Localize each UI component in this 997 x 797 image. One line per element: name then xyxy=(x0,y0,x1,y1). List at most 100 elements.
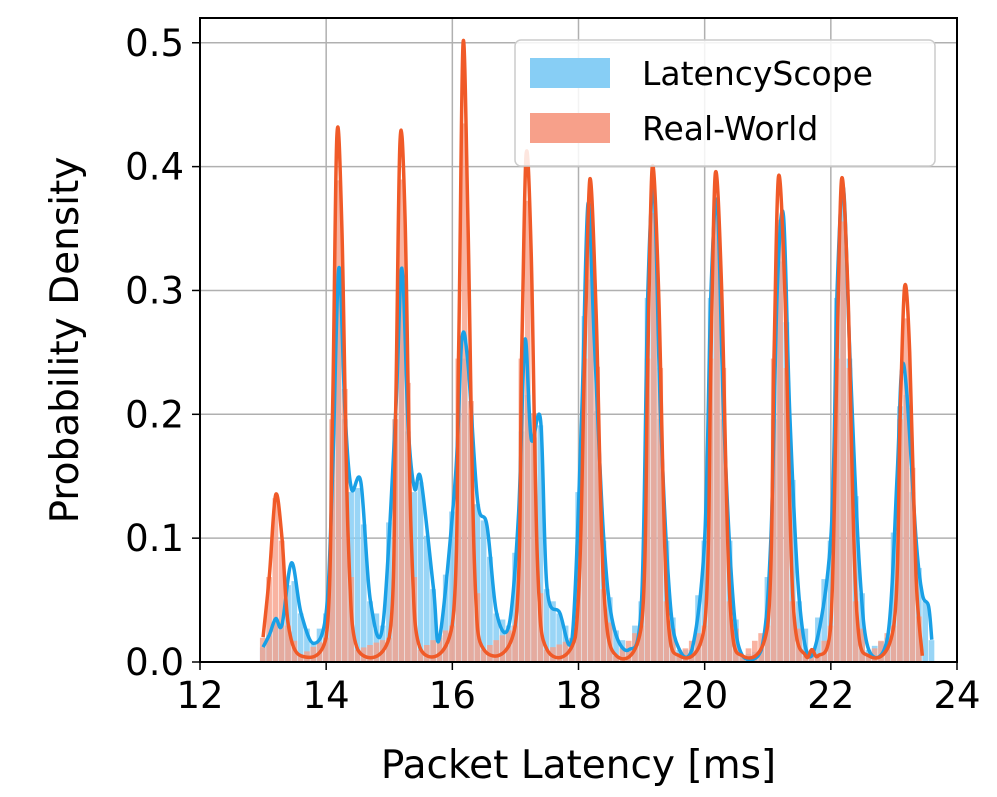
histogram-bar xyxy=(323,637,329,662)
histogram-bar xyxy=(928,640,935,662)
histogram-bar xyxy=(341,388,348,662)
histogram-bar xyxy=(430,589,436,662)
histogram-bar xyxy=(663,601,670,662)
histogram-bar xyxy=(543,589,550,662)
histogram-bar xyxy=(461,123,468,662)
histogram-bar xyxy=(367,601,373,662)
histogram-bar xyxy=(770,358,777,662)
histogram-bar xyxy=(524,200,531,662)
histogram-bar xyxy=(405,382,411,662)
histogram-bar xyxy=(897,419,903,662)
histogram-bar xyxy=(468,401,474,662)
histogram-bar xyxy=(556,613,563,662)
histogram-bar xyxy=(531,413,537,662)
axis-ticks: 12 14 16 18 20 22 24 0.0 0.1 0.2 0.3 0.4 0.5 xyxy=(125,22,980,717)
histogram-bar xyxy=(487,556,493,662)
histogram-bar xyxy=(499,635,506,662)
histogram-bar xyxy=(707,358,714,662)
histogram-bar xyxy=(436,635,443,662)
histogram-bar xyxy=(878,640,884,662)
histogram-bar xyxy=(701,540,708,662)
histogram-bar xyxy=(777,219,783,662)
histogram-bar xyxy=(726,601,733,662)
histogram-bar xyxy=(676,655,682,662)
histogram-bar xyxy=(550,601,556,662)
histogram-bar xyxy=(373,613,380,662)
histogram-bar xyxy=(310,646,317,662)
histogram-bar xyxy=(291,581,298,662)
histogram-bar xyxy=(581,358,588,662)
histogram-bar xyxy=(512,552,518,662)
histogram-bar xyxy=(417,649,424,662)
y-tick-label: 0.0 xyxy=(125,641,184,684)
histogram-bar xyxy=(423,535,430,662)
histogram-bar xyxy=(266,577,272,662)
histogram-bar xyxy=(304,628,310,662)
histogram-bar xyxy=(619,648,626,662)
histogram-bar xyxy=(821,579,828,662)
histogram-bar xyxy=(386,522,392,662)
histogram-bar xyxy=(682,648,689,662)
kde-lines xyxy=(261,38,934,662)
histogram-bar xyxy=(815,655,821,662)
x-tick-label: 14 xyxy=(303,674,350,717)
legend-swatch-real-world xyxy=(530,113,610,143)
legend-swatch-latencyscope xyxy=(530,58,610,88)
histogram-bar xyxy=(613,630,619,662)
histogram-bar xyxy=(423,645,430,662)
y-tick-label: 0.3 xyxy=(125,269,184,312)
histogram-bar xyxy=(644,358,651,662)
histogram-bar xyxy=(871,648,878,662)
histogram-bar xyxy=(865,655,872,662)
histogram-bar xyxy=(852,601,859,662)
histogram-bar xyxy=(493,640,500,662)
histogram-bar xyxy=(442,574,449,662)
histogram-bar xyxy=(259,637,266,662)
histogram-bar xyxy=(651,212,657,663)
histogram-bar xyxy=(846,367,853,662)
histogram-bar xyxy=(890,532,897,662)
histogram-bar xyxy=(600,589,607,662)
histogram-bar xyxy=(922,601,929,662)
legend-label-latencyscope: LatencyScope xyxy=(642,54,873,93)
x-tick-label: 16 xyxy=(429,674,476,717)
histogram-bar xyxy=(714,217,720,662)
y-axis-title: Probability Density xyxy=(43,157,88,524)
histogram-bar xyxy=(751,640,758,662)
histogram-bar xyxy=(272,498,279,662)
histogram-bar xyxy=(543,649,550,662)
histogram-bar xyxy=(594,366,600,662)
x-tick-label: 12 xyxy=(176,674,223,717)
y-tick-label: 0.4 xyxy=(125,146,184,189)
histogram-bar xyxy=(480,520,487,662)
histogram-bar xyxy=(562,641,569,662)
y-tick-label: 0.1 xyxy=(125,517,184,560)
histogram-bar xyxy=(802,655,809,662)
x-tick-label: 22 xyxy=(807,674,854,717)
y-tick-label: 0.2 xyxy=(125,393,184,436)
histogram-bar xyxy=(657,367,664,662)
histogram-bar xyxy=(909,467,916,662)
histogram-bar xyxy=(669,628,676,662)
legend-box xyxy=(514,39,936,167)
histogram-bar xyxy=(373,642,380,662)
histogram-bar xyxy=(367,645,373,662)
histogram-bar xyxy=(354,649,361,662)
histogram-bar xyxy=(840,221,847,662)
histogram-bar xyxy=(417,482,424,662)
histogram-bar xyxy=(449,511,455,662)
x-tick-label: 24 xyxy=(933,674,980,717)
histogram-bar xyxy=(903,318,910,662)
histogram-bar xyxy=(720,367,727,662)
histogram-bar xyxy=(695,595,701,662)
histogram-bar xyxy=(827,625,834,662)
x-tick-label: 18 xyxy=(555,674,602,717)
histogram-bar xyxy=(480,649,487,662)
histogram-bar xyxy=(398,179,405,662)
histogram-bar xyxy=(278,540,285,662)
histogram-bar xyxy=(789,601,796,662)
histogram-bar xyxy=(556,644,563,662)
y-tick-label: 0.5 xyxy=(125,22,184,65)
histogram-bar xyxy=(745,648,752,662)
legend-label-real-world: Real-World xyxy=(642,109,818,148)
